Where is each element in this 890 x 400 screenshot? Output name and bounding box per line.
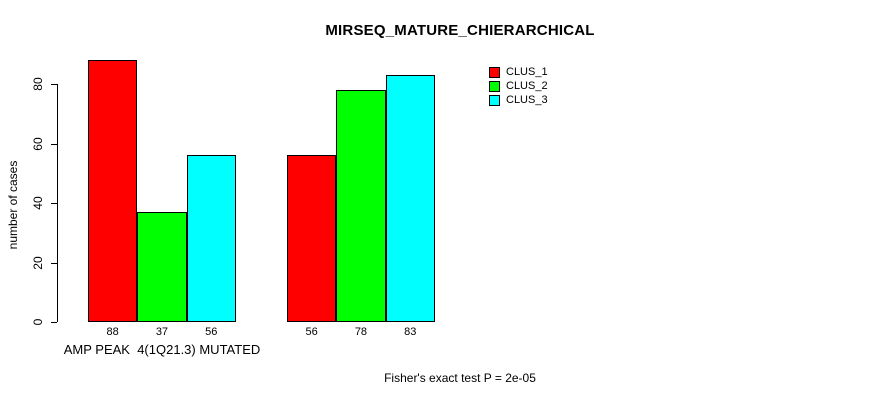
bar-value-label: 56 [205,326,218,338]
legend-swatch [489,94,500,106]
y-axis-tick [51,203,57,204]
bar-clus_3 [385,75,435,322]
legend-item: CLUS_2 [489,79,548,93]
legend-label: CLUS_2 [506,79,548,92]
legend-item: CLUS_3 [489,93,548,107]
bar-clus_1 [88,60,138,322]
y-axis-label: number of cases [6,160,20,250]
legend-label: CLUS_3 [506,93,548,106]
legend-swatch [489,80,500,92]
y-axis-tick [51,143,57,145]
y-axis-tick [51,84,57,85]
bar-clus_2 [137,211,187,322]
bar-clus_2 [336,89,386,322]
legend: CLUS_1 CLUS_2 CLUS_3 [489,65,548,107]
y-axis-tick-label: 0 [31,318,45,326]
y-axis-line [57,84,58,322]
bar-value-label: 88 [106,326,119,338]
legend-label: CLUS_1 [506,65,548,78]
bar-clus_1 [287,155,337,322]
bar-value-label: 37 [155,326,169,338]
y-axis-tick-label: 80 [31,77,45,91]
y-axis-tick-label: 60 [31,136,45,151]
y-axis-tick-label: 20 [31,255,45,270]
bar-value-label: 78 [354,326,368,338]
x-category-label: AMP PEAK 4(1Q21.3) MUTATED [63,342,261,357]
footer-note: Fisher's exact test P = 2e-05 [384,371,536,385]
legend-swatch [489,66,500,78]
bar-clus_3 [186,155,236,322]
y-axis-tick [51,262,57,264]
bar-value-label: 56 [305,326,318,338]
y-axis-tick-label: 40 [31,196,45,210]
chart-title: MIRSEQ_MATURE_CHIERARCHICAL [325,22,595,39]
legend-item: CLUS_1 [489,65,548,79]
bar-value-label: 83 [404,326,417,338]
y-axis-tick [51,322,57,323]
